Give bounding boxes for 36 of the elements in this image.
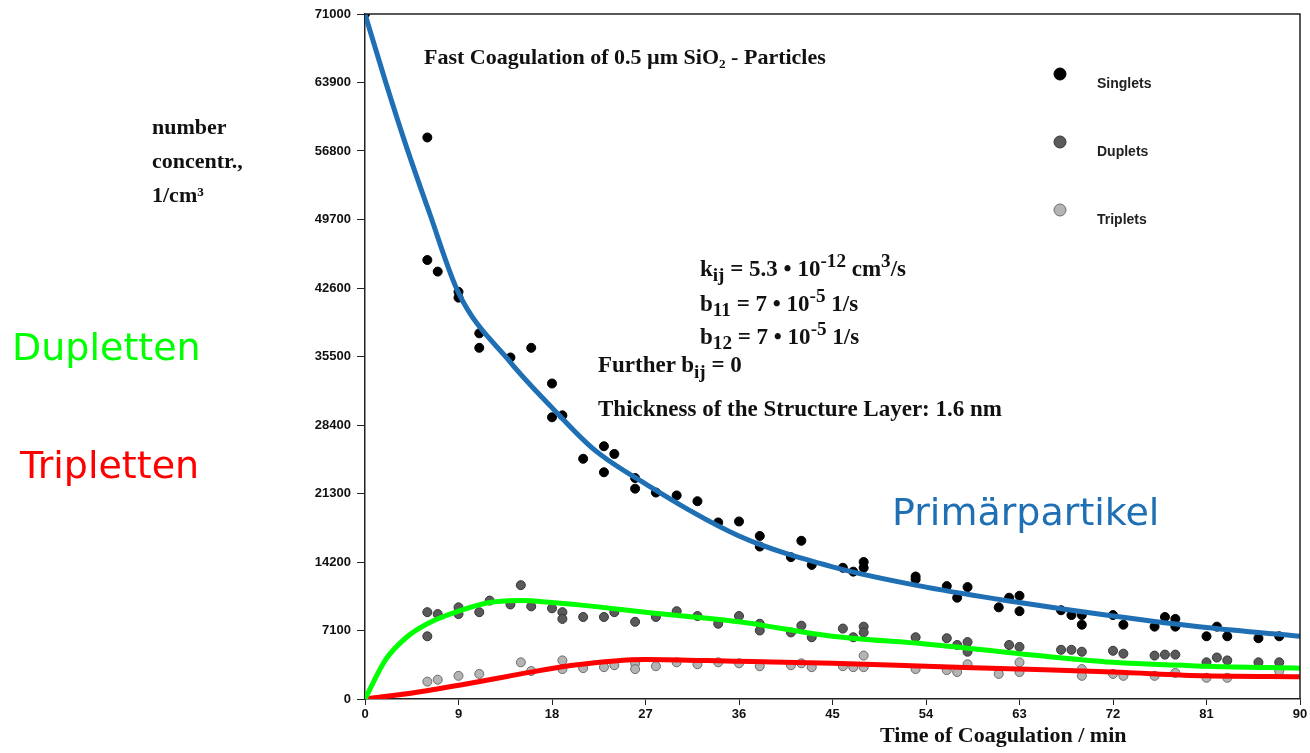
x-tick-label: 81 [1199,706,1214,722]
legend-label: Singlets [1097,74,1152,91]
annotation: b$_{11}$ = 7 • 10$^{-5}$ 1/s [700,285,859,321]
y-tick-label: 63900 [314,74,351,90]
x-tick-label: 0 [361,706,369,722]
legend-label: Triplets [1097,210,1148,227]
annotation: Further b$_{ij}$ = 0 [598,352,742,383]
y-tick-label: 35500 [314,348,351,364]
y-tick-label: 28400 [314,416,351,432]
y-tick-label: 71000 [314,5,351,21]
y-tick-label: 56800 [314,142,351,158]
x-tick-label: 90 [1292,706,1308,722]
y-tick-label: 0 [343,690,351,706]
text: Fast Coagulation of 0.5 µm SiO₂ - Particles [424,44,826,70]
series-label: Primärpartikel [892,489,1160,534]
x-tick-label: 63 [1012,706,1027,722]
x-tick-label: 27 [638,706,653,722]
annotation: k$_{ij}$ = 5.3 • 10$^{-12}$ cm$^{3}$/s [700,250,907,287]
annotation: b$_{12}$ = 7 • 10$^{-5}$ 1/s [700,318,860,354]
y-tick-label: 14200 [314,553,351,569]
annotation: Thickness of the Structure Layer: 1.6 nm [598,396,1002,422]
y-axis-title: number concentr., 1/cm³ [152,113,244,209]
legend-label: Duplets [1097,142,1149,159]
x-tick-label: 36 [731,706,747,722]
x-axis-title: Time of Coagulation / min [880,722,1127,748]
y-tick-label: 49700 [314,211,351,227]
x-tick-label: 45 [825,706,840,722]
x-tick-label: 9 [454,706,463,722]
text: Dupletten [12,324,201,369]
y-tick-label: 42600 [314,279,351,295]
y-tick-label: 7100 [322,622,351,638]
text: Tripletten [19,442,200,487]
y-tick-label: 21300 [314,485,351,501]
x-tick-label: 54 [918,706,934,722]
x-tick-label: 18 [544,706,560,722]
x-tick-label: 72 [1105,706,1121,722]
